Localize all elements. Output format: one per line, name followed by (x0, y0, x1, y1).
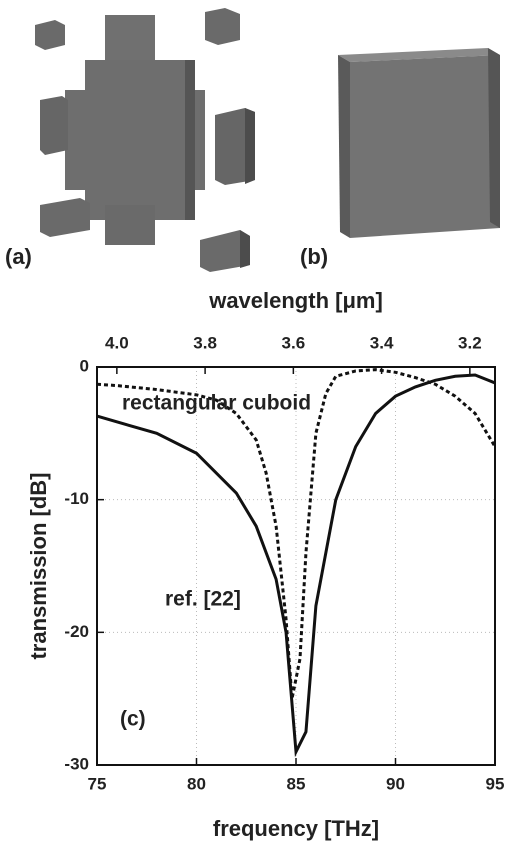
chart: 75 80 85 90 95 4.0 3.8 3.6 3.4 3.2 0 -10 -20 -30 recta… (26, 288, 505, 841)
y-tick-label: -30 (64, 754, 89, 773)
x2-tick-label: 3.4 (370, 333, 394, 352)
series-label: ref. [22] (165, 588, 241, 611)
x2-axis-label: wavelength [μm] (208, 288, 383, 313)
panel-label: (a) (5, 244, 32, 269)
y-axis-label: transmission [dB] (26, 472, 51, 659)
x-tick-label: 85 (287, 774, 306, 793)
cuboid (338, 48, 500, 238)
x-tick-label: 75 (88, 774, 107, 793)
cross-structure (35, 8, 255, 272)
x-axis-label: frequency [THz] (213, 816, 379, 841)
figure: (a) (b) 75 80 85 90 95 4.0 3.8 3.6 3.4 3.2 0 -10 -20… (0, 0, 508, 845)
x-tick-label: 90 (386, 774, 405, 793)
x2-tick-label: 3.2 (458, 333, 482, 352)
y-tick-label: 0 (80, 356, 89, 375)
y-tick-label: -10 (64, 489, 89, 508)
x-tick-label: 95 (486, 774, 505, 793)
plot-frame (97, 367, 495, 765)
series-label: rectangular cuboid (122, 392, 311, 415)
x2-tick-label: 3.8 (193, 333, 217, 352)
x-tick-label: 80 (187, 774, 206, 793)
panel-label: (b) (300, 244, 328, 269)
x2-tick-label: 3.6 (282, 333, 306, 352)
y-tick-label: -20 (64, 622, 89, 641)
panel-label: (c) (120, 708, 146, 731)
page: {"panels": {"a": "(a)", "b": "(b)"}, "ch… (0, 0, 508, 845)
x2-tick-label: 4.0 (105, 333, 129, 352)
